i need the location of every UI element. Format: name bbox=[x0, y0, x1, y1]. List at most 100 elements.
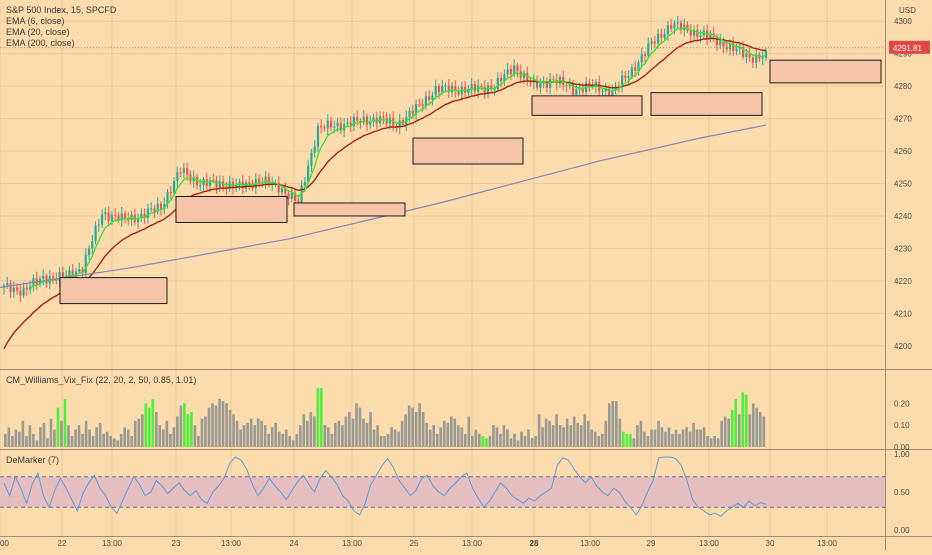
vix-fix-bar bbox=[576, 422, 580, 447]
vix-fix-bar bbox=[660, 427, 664, 447]
candle-down bbox=[25, 287, 28, 290]
vix-fix-bar bbox=[270, 427, 274, 447]
candle-up bbox=[362, 116, 365, 123]
vix-fix-bar bbox=[197, 436, 200, 447]
support-zone-box[interactable] bbox=[769, 59, 882, 84]
candle-down bbox=[107, 212, 110, 221]
candle-down bbox=[742, 47, 745, 58]
vix-fix-bar bbox=[720, 420, 723, 447]
candle-up bbox=[264, 176, 267, 183]
candle-down bbox=[212, 179, 215, 181]
support-zone-box[interactable] bbox=[650, 92, 763, 116]
vix-fix-bar bbox=[260, 420, 263, 447]
vix-fix-bar bbox=[383, 436, 386, 447]
candle-down bbox=[565, 85, 568, 87]
vix-fix-bar bbox=[604, 420, 608, 447]
vix-fix-bar bbox=[664, 431, 667, 447]
vix-fix-bar bbox=[130, 436, 134, 447]
candle-up bbox=[424, 96, 427, 106]
candle-up bbox=[218, 181, 221, 188]
candle-down bbox=[562, 76, 565, 86]
vix-fix-bar bbox=[558, 425, 562, 447]
candle-down bbox=[297, 200, 300, 203]
legend-ema200[interactable]: EMA (200, close) bbox=[6, 38, 75, 48]
candle-down bbox=[447, 85, 450, 93]
candle-up bbox=[470, 84, 473, 90]
candle-up bbox=[575, 89, 578, 95]
vix-fix-bar bbox=[723, 416, 727, 447]
candle-down bbox=[195, 176, 199, 186]
vix-tick-label: 0.20 bbox=[894, 399, 910, 408]
vix-fix-bar bbox=[520, 431, 523, 447]
candle-up bbox=[140, 213, 143, 219]
vix-fix-bar bbox=[288, 436, 292, 447]
candle-down bbox=[526, 72, 529, 81]
support-zone-box[interactable] bbox=[175, 195, 288, 223]
demarker-band bbox=[0, 476, 885, 508]
candle-down bbox=[689, 30, 692, 36]
vix-fix-bar bbox=[650, 429, 653, 447]
vix-fix-bar bbox=[516, 440, 520, 447]
time-tick-label: 22 bbox=[58, 539, 67, 548]
candle-up bbox=[486, 85, 490, 94]
candle-down bbox=[329, 120, 333, 128]
vix-fix-bar bbox=[369, 412, 372, 447]
candle-down bbox=[143, 213, 146, 219]
price-tick-label: 4290 bbox=[894, 50, 912, 59]
vix-fix-bar bbox=[428, 429, 432, 447]
demarker-legend[interactable]: DeMarker (7) bbox=[6, 455, 59, 465]
vix-fix-bar bbox=[481, 436, 485, 447]
vix-fix-bar bbox=[709, 438, 713, 447]
candle-up bbox=[493, 88, 496, 90]
vix-fix-bar bbox=[144, 403, 148, 447]
vix-fix-bar bbox=[284, 429, 288, 447]
candle-up bbox=[761, 57, 764, 59]
vix-fix-bar bbox=[506, 429, 509, 447]
support-zone-box[interactable] bbox=[412, 137, 524, 165]
vix-fix-bar bbox=[586, 420, 590, 447]
price-tick-label: 4230 bbox=[894, 244, 912, 253]
vix-fix-bar bbox=[593, 431, 597, 447]
vix-fix-bar bbox=[77, 425, 81, 447]
candle-up bbox=[84, 254, 87, 273]
vix-fix-bar bbox=[488, 436, 492, 447]
support-zone-box[interactable] bbox=[531, 95, 643, 116]
vix-fix-bar bbox=[727, 418, 731, 447]
candle-up bbox=[444, 85, 447, 87]
vix-fix-bar bbox=[467, 416, 471, 447]
candle-down bbox=[323, 127, 326, 129]
vix-fix-legend[interactable]: CM_Williams_Vix_Fix (22, 20, 2, 50, 0.85… bbox=[6, 375, 196, 385]
vix-fix-bar bbox=[730, 409, 734, 447]
vix-fix-bar bbox=[351, 418, 355, 447]
candle-up bbox=[326, 120, 329, 129]
support-zone-box[interactable] bbox=[293, 202, 406, 217]
candle-down bbox=[464, 86, 467, 93]
vix-fix-bar bbox=[109, 436, 112, 447]
time-tick-label: 24 bbox=[290, 539, 299, 548]
vix-fix-bar bbox=[60, 420, 63, 447]
candle-up bbox=[137, 218, 140, 223]
candle-up bbox=[522, 72, 526, 79]
candle-down bbox=[421, 104, 424, 106]
candle-up bbox=[709, 33, 712, 39]
candle-down bbox=[437, 86, 441, 93]
candle-down bbox=[490, 85, 493, 90]
vix-fix-bar bbox=[414, 412, 418, 447]
time-tick-label: 13:00 bbox=[221, 539, 242, 548]
support-zone-box[interactable] bbox=[59, 277, 168, 305]
vix-fix-bar bbox=[597, 436, 601, 447]
legend-ema6[interactable]: EMA (6, close) bbox=[6, 16, 65, 26]
candle-down bbox=[607, 89, 611, 98]
vix-fix-bar bbox=[123, 427, 127, 447]
vix-fix-bar bbox=[590, 429, 594, 447]
vix-fix-bar bbox=[702, 427, 706, 447]
vix-fix-bar bbox=[214, 405, 218, 447]
candle-up bbox=[290, 192, 293, 200]
vix-fix-bar bbox=[751, 403, 755, 447]
legend-ema20[interactable]: EMA (20, close) bbox=[6, 27, 70, 37]
candle-down bbox=[751, 57, 754, 63]
vix-fix-bar bbox=[316, 388, 320, 447]
candle-down bbox=[418, 104, 421, 106]
vix-fix-bar bbox=[126, 429, 130, 447]
vix-fix-bar bbox=[228, 409, 232, 447]
